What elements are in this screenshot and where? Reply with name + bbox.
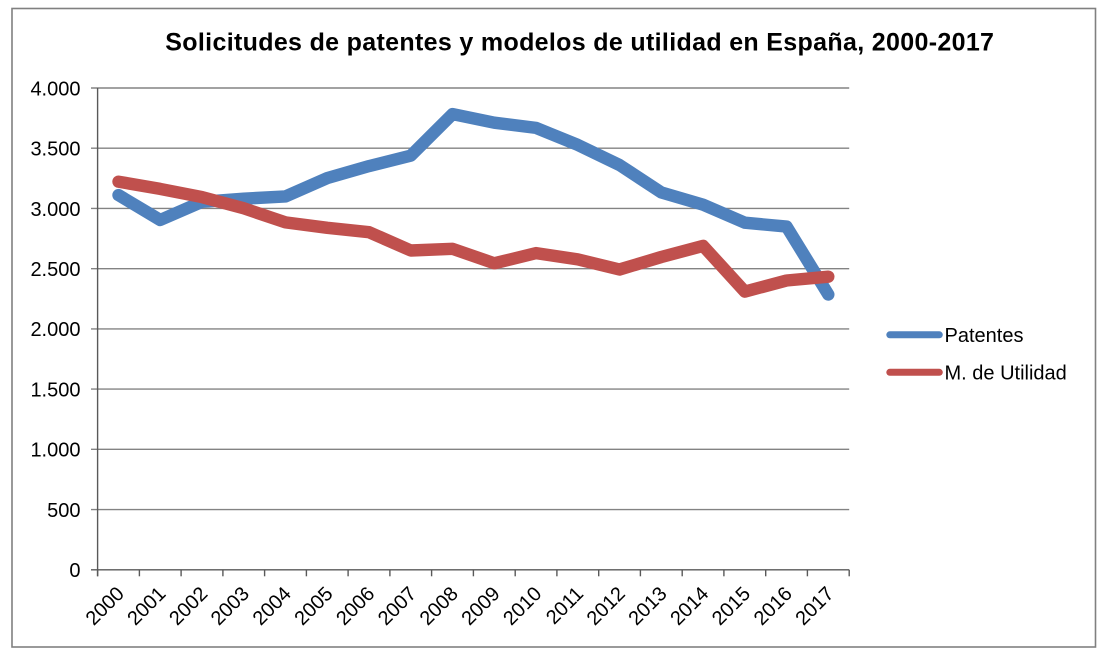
svg-text:1.500: 1.500 (30, 379, 80, 401)
svg-text:Solicitudes de patentes y mode: Solicitudes de patentes y modelos de uti… (165, 29, 994, 57)
svg-text:3.500: 3.500 (30, 139, 80, 161)
svg-text:3.000: 3.000 (30, 199, 80, 221)
svg-text:0: 0 (69, 560, 80, 582)
svg-text:2.500: 2.500 (30, 259, 80, 281)
svg-text:M. de Utilidad: M. de Utilidad (945, 363, 1067, 385)
svg-text:500: 500 (47, 500, 80, 522)
svg-text:2.000: 2.000 (30, 319, 80, 341)
svg-text:4.000: 4.000 (30, 78, 80, 100)
svg-text:Patentes: Patentes (945, 325, 1024, 347)
svg-text:1.000: 1.000 (30, 440, 80, 462)
